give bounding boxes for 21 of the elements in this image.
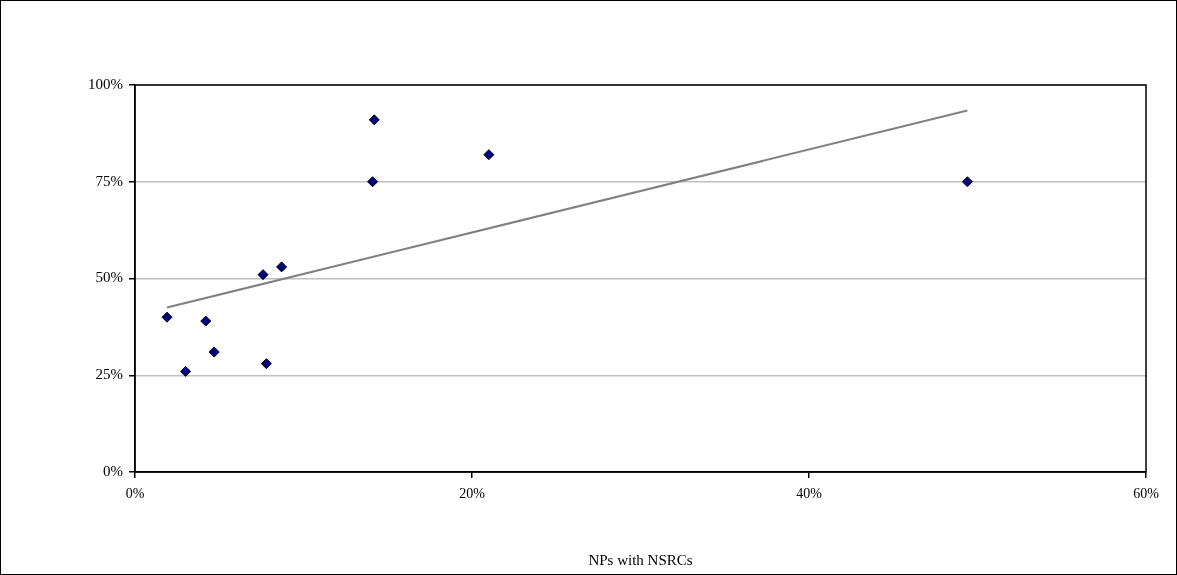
point bbox=[208, 346, 220, 358]
point bbox=[276, 261, 288, 273]
point bbox=[961, 176, 973, 188]
point bbox=[260, 358, 272, 370]
point bbox=[180, 365, 192, 377]
x-tick-label: 20% bbox=[459, 486, 486, 502]
y-tick-label: 75% bbox=[95, 172, 123, 189]
y-tick-label: 25% bbox=[95, 366, 123, 383]
point bbox=[483, 149, 495, 161]
y-tick-label: 0% bbox=[103, 462, 123, 479]
point bbox=[368, 114, 380, 126]
point bbox=[200, 315, 212, 327]
y-tick-label: 50% bbox=[95, 269, 123, 286]
y-tick-label: 100% bbox=[88, 75, 123, 92]
x-axis-title: NPs with NSRCs bbox=[588, 551, 693, 568]
point bbox=[367, 176, 379, 188]
point bbox=[257, 269, 269, 281]
x-tick-label: 40% bbox=[796, 486, 823, 502]
point bbox=[161, 311, 173, 323]
x-tick-label: 60% bbox=[1133, 486, 1160, 502]
x-tick-label: 0% bbox=[125, 486, 145, 502]
